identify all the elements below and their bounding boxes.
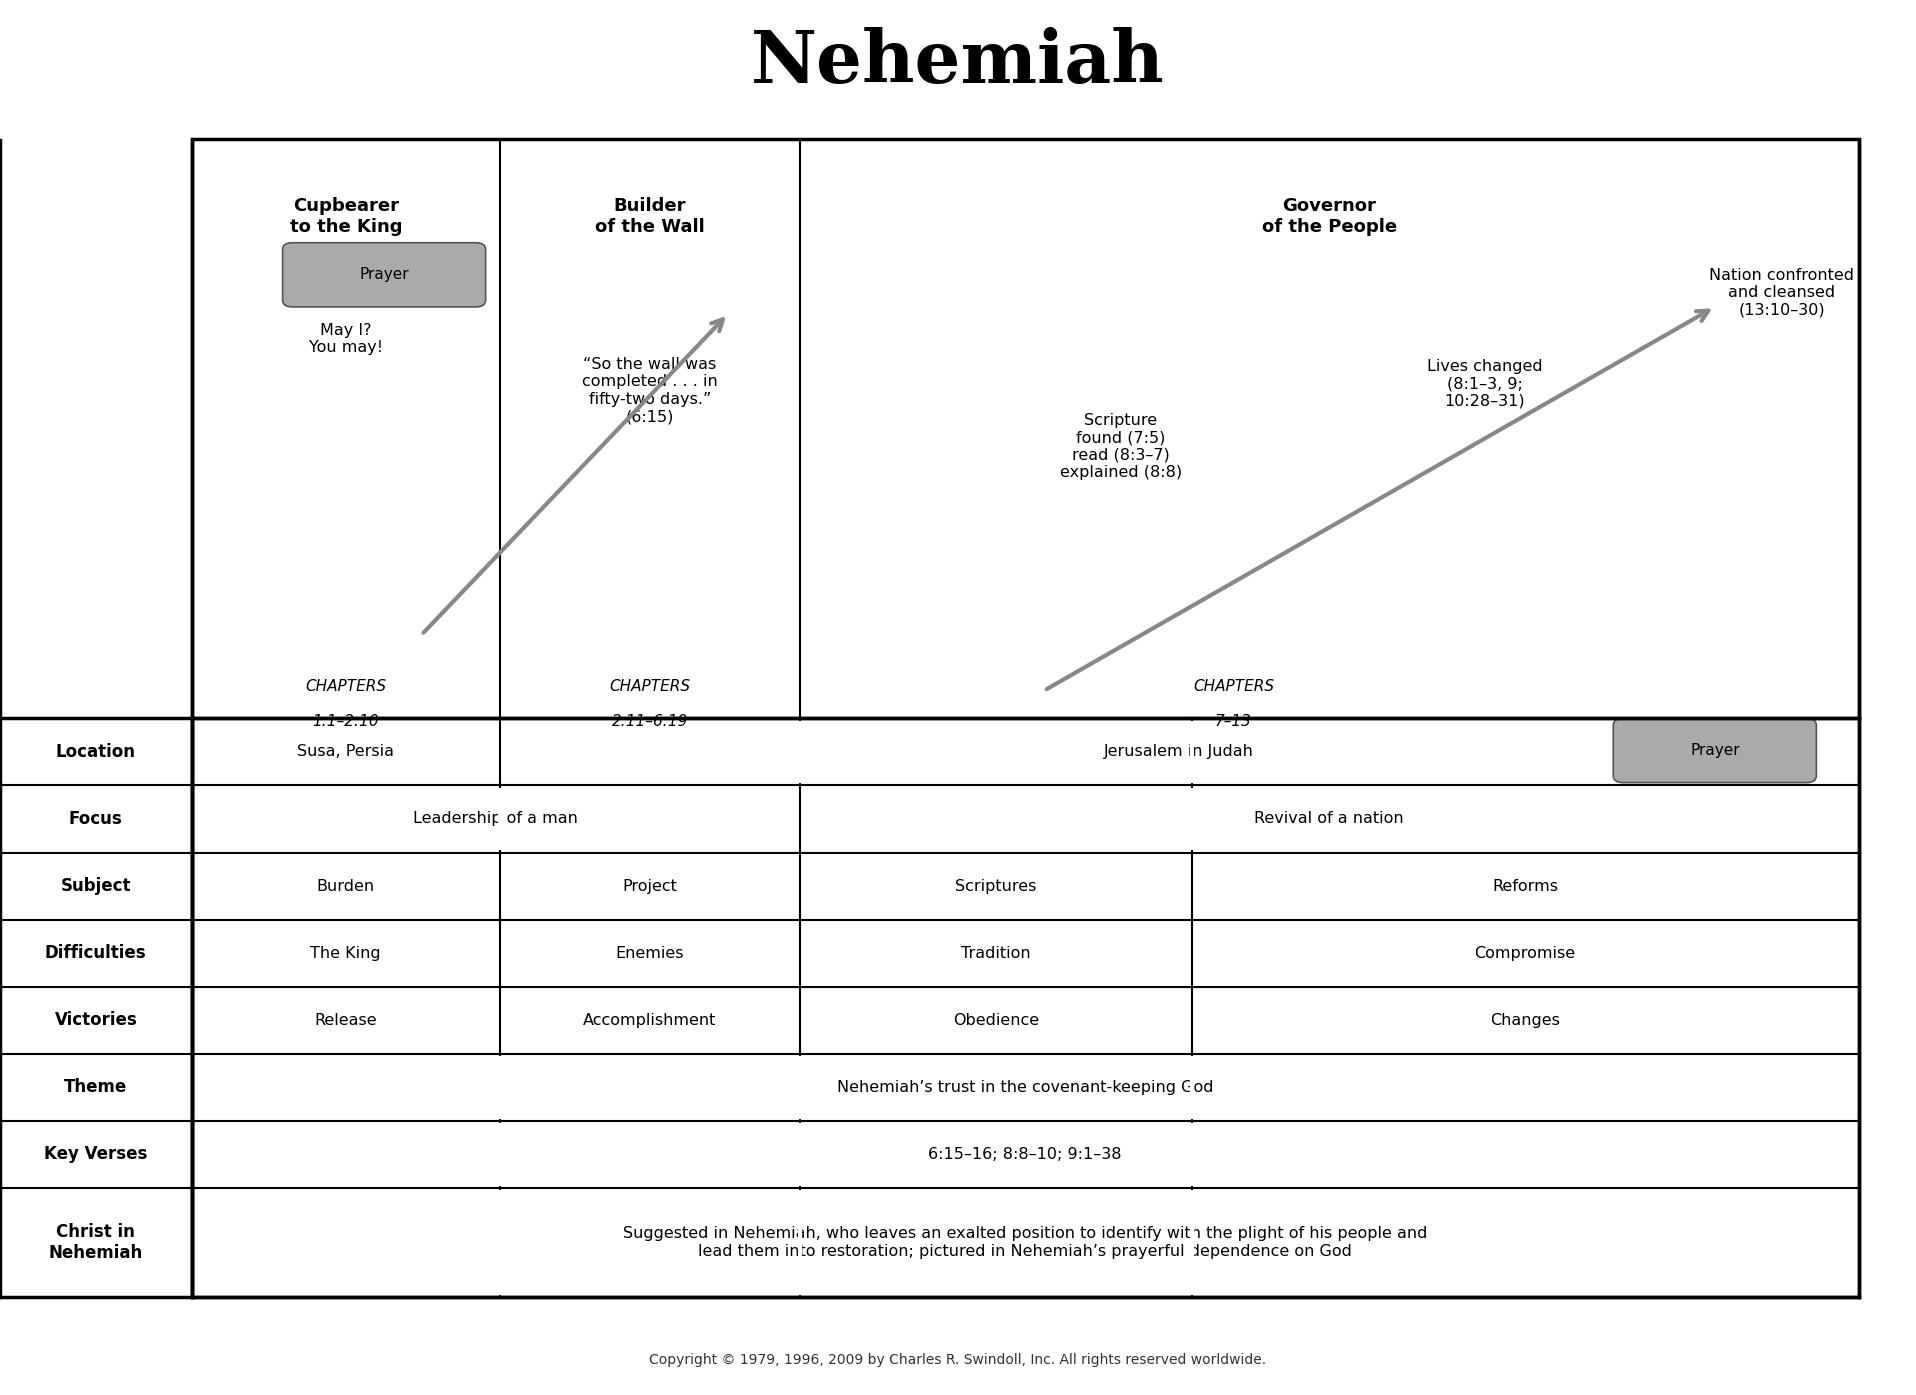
- Text: Reforms: Reforms: [1493, 879, 1558, 894]
- Text: Suggested in Nehemiah, who leaves an exalted position to identify with the pligh: Suggested in Nehemiah, who leaves an exa…: [623, 1226, 1427, 1258]
- Text: Burden: Burden: [316, 879, 376, 894]
- FancyBboxPatch shape: [282, 243, 485, 307]
- Text: CHAPTERS: CHAPTERS: [609, 679, 690, 693]
- Text: “So the wall was
completed . . . in
fifty-two days.”
(6:15): “So the wall was completed . . . in fift…: [582, 357, 718, 424]
- Text: Leadership of a man: Leadership of a man: [414, 812, 579, 826]
- Text: Nehemiah’s trust in the covenant-keeping God: Nehemiah’s trust in the covenant-keeping…: [837, 1080, 1213, 1095]
- Text: Christ in
Nehemiah: Christ in Nehemiah: [48, 1223, 144, 1262]
- Text: Focus: Focus: [69, 810, 123, 829]
- Text: 2:11–6:19: 2:11–6:19: [611, 714, 688, 728]
- Text: Theme: Theme: [63, 1078, 128, 1096]
- Text: Nehemiah: Nehemiah: [751, 28, 1165, 98]
- Text: Builder
of the Wall: Builder of the Wall: [596, 197, 705, 236]
- Text: Susa, Persia: Susa, Persia: [297, 745, 395, 759]
- Text: The King: The King: [310, 946, 381, 961]
- Text: Prayer: Prayer: [360, 268, 408, 282]
- Text: May I?
You may!: May I? You may!: [308, 322, 383, 356]
- FancyBboxPatch shape: [1613, 718, 1816, 783]
- Text: CHAPTERS: CHAPTERS: [1194, 679, 1274, 693]
- Text: Prayer: Prayer: [1690, 744, 1740, 757]
- Text: Project: Project: [623, 879, 678, 894]
- Bar: [192, 140, 1859, 1297]
- Text: Changes: Changes: [1491, 1013, 1560, 1028]
- Bar: [192, 140, 1859, 1297]
- Text: Victories: Victories: [54, 1011, 138, 1030]
- Text: Revival of a nation: Revival of a nation: [1255, 812, 1404, 826]
- Text: 6:15–16; 8:8–10; 9:1–38: 6:15–16; 8:8–10; 9:1–38: [929, 1147, 1121, 1162]
- Text: Key Verses: Key Verses: [44, 1145, 148, 1163]
- Text: Compromise: Compromise: [1475, 946, 1575, 961]
- Text: Lives changed
(8:1–3, 9;
10:28–31): Lives changed (8:1–3, 9; 10:28–31): [1427, 359, 1542, 409]
- Text: Difficulties: Difficulties: [44, 944, 148, 963]
- Text: 7–13: 7–13: [1215, 714, 1251, 728]
- Text: Jerusalem in Judah: Jerusalem in Judah: [1104, 745, 1255, 759]
- Text: Accomplishment: Accomplishment: [582, 1013, 717, 1028]
- Text: 1:1–2:10: 1:1–2:10: [312, 714, 379, 728]
- Text: Enemies: Enemies: [615, 946, 684, 961]
- Text: Location: Location: [56, 744, 136, 760]
- Text: Obedience: Obedience: [952, 1013, 1038, 1028]
- Text: Governor
of the People: Governor of the People: [1263, 197, 1397, 236]
- Text: Subject: Subject: [61, 877, 130, 896]
- Text: CHAPTERS: CHAPTERS: [305, 679, 387, 693]
- Text: Cupbearer
to the King: Cupbearer to the King: [289, 197, 402, 236]
- Text: Release: Release: [314, 1013, 377, 1028]
- Text: Scripture
found (7:5)
read (8:3–7)
explained (8:8): Scripture found (7:5) read (8:3–7) expla…: [1060, 413, 1182, 480]
- Text: Scriptures: Scriptures: [956, 879, 1037, 894]
- Text: Copyright © 1979, 1996, 2009 by Charles R. Swindoll, Inc. All rights reserved wo: Copyright © 1979, 1996, 2009 by Charles …: [650, 1353, 1266, 1367]
- Text: Nation confronted
and cleansed
(13:10–30): Nation confronted and cleansed (13:10–30…: [1709, 268, 1855, 318]
- Text: Tradition: Tradition: [962, 946, 1031, 961]
